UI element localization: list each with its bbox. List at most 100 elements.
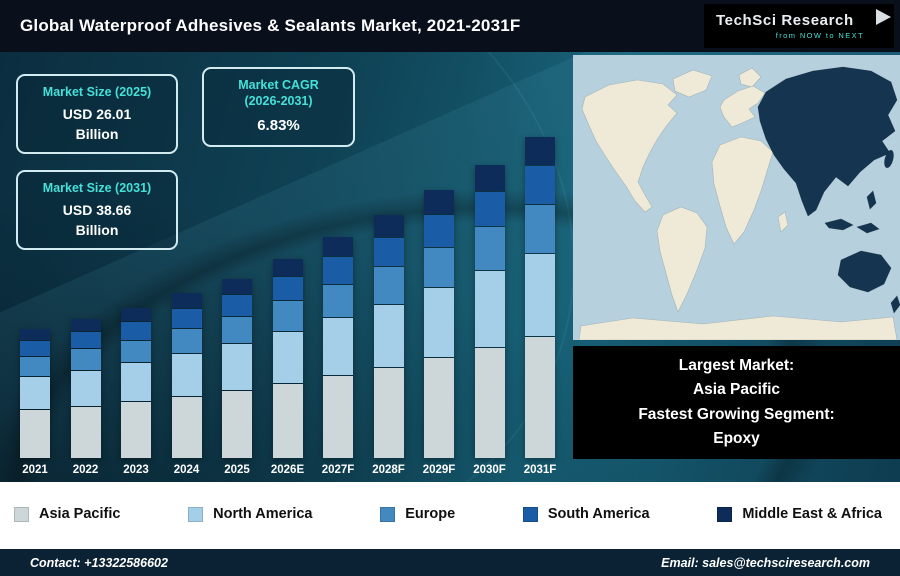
- stat-label-line2: (2026-2031): [244, 93, 313, 108]
- legend-item: North America: [188, 506, 313, 522]
- bar-column: 2022: [63, 319, 109, 480]
- bar-segment-middle-east-africa: [424, 190, 454, 214]
- x-axis-label: 2025: [224, 464, 250, 476]
- bar-segment-south-america: [222, 295, 252, 317]
- bar-column: 2027F: [315, 237, 361, 480]
- bar-segment-middle-east-africa: [373, 214, 404, 237]
- legend-item: Middle East & Africa: [717, 506, 882, 522]
- bar-column: 2030F: [467, 164, 513, 480]
- bar-stack: [323, 237, 353, 458]
- stat-box-market-size-2025: Market Size (2025) USD 26.01 Billion: [16, 74, 178, 155]
- bar-column: 2028F: [366, 214, 412, 480]
- bar-segment-north-america: [171, 354, 202, 396]
- bar-stack: [525, 137, 555, 458]
- bar-segment-south-america: [171, 308, 202, 329]
- continent-south-america: [656, 206, 708, 313]
- fastest-segment-label: Fastest Growing Segment:: [638, 405, 835, 423]
- legend-swatch: [522, 506, 538, 522]
- bar-segment-middle-east-africa: [222, 278, 252, 295]
- bar-segment-europe: [171, 329, 202, 354]
- islands-indonesia-east-highlight: [856, 222, 880, 234]
- bar-column: 2029F: [416, 190, 462, 480]
- largest-market-box: Largest Market: Asia Pacific Fastest Gro…: [573, 346, 900, 459]
- x-axis-label: 2027F: [321, 464, 355, 476]
- continent-europe: [719, 85, 766, 128]
- contact-email: Email: sales@techsciresearch.com: [661, 555, 870, 570]
- stat-label: Market Size (2031): [42, 181, 152, 195]
- bar-stack: [424, 190, 454, 458]
- bar-stack: [474, 164, 505, 458]
- bar-segment-europe: [323, 284, 353, 318]
- bar-segment-south-america: [20, 341, 50, 357]
- legend-label: Europe: [405, 506, 456, 522]
- bar-stack: [121, 307, 151, 458]
- stat-box-market-cagr: Market CAGR (2026-2031) 6.83%: [202, 67, 355, 147]
- bar-segment-south-america: [272, 277, 303, 301]
- bar-segment-asia-pacific: [373, 367, 404, 458]
- bar-stack: [70, 319, 101, 458]
- bar-segment-north-america: [373, 304, 404, 367]
- bar-segment-europe: [20, 357, 50, 376]
- bar-column: 2025: [214, 278, 260, 480]
- bar-stack: [373, 214, 404, 458]
- legend-label: North America: [213, 506, 313, 522]
- bar-segment-asia-pacific: [525, 337, 555, 458]
- stat-value: USD 26.01 Billion: [26, 104, 168, 145]
- legend-label: Middle East & Africa: [742, 506, 882, 522]
- bar-segment-asia-pacific: [70, 406, 101, 458]
- world-map: [573, 55, 900, 340]
- bar-segment-middle-east-africa: [70, 319, 101, 332]
- stat-value: 6.83%: [257, 117, 300, 135]
- bar-segment-asia-pacific: [424, 357, 454, 458]
- bar-segment-south-america: [525, 166, 555, 205]
- bar-segment-north-america: [525, 253, 555, 337]
- bar-segment-south-america: [121, 322, 151, 340]
- bar-segment-south-america: [474, 191, 505, 227]
- legend-label: South America: [547, 506, 650, 522]
- contact-phone: Contact: +13322586602: [30, 555, 168, 570]
- bar-segment-north-america: [474, 271, 505, 347]
- main-chart-area: Market Size (2025) USD 26.01 Billion Mar…: [0, 52, 900, 482]
- bar-stack: [20, 329, 50, 458]
- legend-item: Asia Pacific: [14, 506, 120, 522]
- bar-segment-north-america: [222, 344, 252, 391]
- legend-item: Europe: [380, 506, 455, 522]
- bar-segment-asia-pacific: [20, 410, 50, 458]
- bar-segment-middle-east-africa: [121, 307, 151, 322]
- bar-column: 2031F: [517, 137, 563, 480]
- bar-segment-europe: [121, 340, 151, 363]
- island-new-zealand-highlight: [890, 295, 900, 314]
- bar-segment-asia-pacific: [121, 402, 151, 458]
- bar-segment-europe: [525, 205, 555, 253]
- x-axis-label: 2026E: [270, 464, 305, 476]
- bar-stack: [272, 258, 303, 458]
- bar-column: 2021: [12, 329, 58, 480]
- bar-segment-asia-pacific: [474, 347, 505, 458]
- stat-box-market-size-2031: Market Size (2031) USD 38.66 Billion: [16, 170, 178, 251]
- largest-market-value: Asia Pacific: [692, 381, 781, 399]
- bar-segment-north-america: [272, 331, 303, 383]
- stat-label-line1: Market CAGR: [238, 78, 319, 92]
- bar-segment-north-america: [70, 370, 101, 406]
- bar-column: 2023: [113, 307, 159, 480]
- stacked-bar-chart: 2021 2022 2023 2024 2025 2026E 2027F 2028F 2029F…: [10, 72, 565, 480]
- continent-africa: [711, 136, 774, 245]
- bar-segment-south-america: [323, 257, 353, 284]
- stat-value-line2: Billion: [75, 221, 119, 238]
- bar-segment-north-america: [20, 376, 50, 410]
- legend-swatch: [14, 506, 29, 522]
- bar-segment-europe: [373, 267, 404, 304]
- bar-segment-europe: [222, 317, 252, 344]
- x-axis-label: 2022: [72, 464, 99, 476]
- stat-value-line1: USD 26.01: [62, 105, 132, 122]
- legend-swatch: [188, 506, 204, 522]
- bar-segment-south-america: [70, 332, 101, 349]
- bar-segment-south-america: [373, 237, 404, 267]
- bar-stack: [171, 293, 202, 458]
- header-bar: Global Waterproof Adhesives & Sealants M…: [0, 0, 900, 52]
- continent-greenland: [672, 69, 713, 98]
- stat-label: Market Size (2025): [42, 85, 152, 99]
- bar-segment-middle-east-africa: [20, 329, 50, 341]
- world-map-panel: [573, 55, 900, 340]
